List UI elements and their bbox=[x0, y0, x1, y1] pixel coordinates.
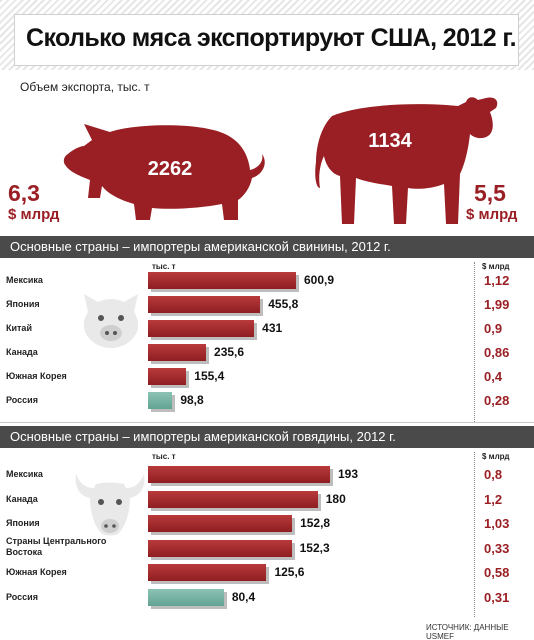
bar bbox=[148, 392, 173, 409]
usd-value-label: 0,9 bbox=[484, 321, 503, 336]
country-label: Канада bbox=[6, 493, 38, 504]
pig-head-icon bbox=[83, 294, 139, 348]
bar-value-label: 125,6 bbox=[274, 565, 305, 579]
pig-silhouette-icon bbox=[63, 124, 265, 220]
beef-money: 5,5 $ млрд bbox=[466, 180, 518, 223]
usd-value-label: 0,86 bbox=[484, 345, 510, 360]
section-separator bbox=[0, 422, 534, 423]
bar-value-label: 600,9 bbox=[304, 273, 335, 287]
cow-silhouette-icon bbox=[315, 97, 498, 224]
beef-col-tons: тыс. т bbox=[152, 452, 176, 461]
pork-volume-value: 2262 bbox=[147, 158, 193, 180]
title-box bbox=[14, 14, 519, 66]
bar-value-label: 152,8 bbox=[300, 516, 331, 530]
country-label: Южная Корея bbox=[6, 371, 67, 381]
bar-value-label: 431 bbox=[262, 321, 283, 335]
usd-value-label: 1,12 bbox=[484, 273, 510, 288]
pork-divider bbox=[474, 262, 475, 422]
beef-divider bbox=[474, 452, 475, 617]
country-label: Россия bbox=[6, 395, 38, 405]
bar bbox=[148, 564, 267, 581]
usd-value-label: 1,99 bbox=[484, 297, 510, 312]
usd-value-label: 0,8 bbox=[484, 467, 503, 482]
usd-value-label: 0,4 bbox=[484, 369, 503, 384]
bar-value-label: 235,6 bbox=[214, 345, 245, 359]
chart-title: Сколько мяса экспортируют США, 2012 г. bbox=[26, 24, 517, 52]
bar-value-label: 180 bbox=[325, 491, 346, 506]
pork-money: 6,3 $ млрд bbox=[8, 180, 60, 223]
country-label: Канада bbox=[6, 347, 38, 357]
bar bbox=[148, 466, 330, 483]
country-label: Россия bbox=[6, 591, 38, 602]
country-label: Южная Корея bbox=[6, 567, 67, 577]
pork-money-unit: $ млрд bbox=[8, 206, 60, 223]
pork-section-heading: Основные страны – импортеры американской… bbox=[0, 236, 534, 258]
country-label: Мексика bbox=[6, 275, 43, 285]
usd-value-label: 1,03 bbox=[484, 516, 510, 531]
pork-col-usd: $ млрд bbox=[482, 262, 510, 271]
bar-value-label: 80,4 bbox=[231, 589, 256, 604]
bar bbox=[148, 344, 207, 361]
bar-value-label: 155,4 bbox=[194, 369, 225, 383]
bar bbox=[148, 272, 296, 289]
usd-value-label: 1,2 bbox=[484, 491, 503, 507]
usd-value-label: 0,28 bbox=[484, 393, 510, 408]
cow-head-icon bbox=[75, 474, 145, 536]
country-label: Япония bbox=[6, 518, 40, 528]
bar bbox=[148, 296, 261, 313]
chart-subtitle: Объем экспорта, тыс. т bbox=[20, 80, 150, 94]
bar-value-label: 98,8 bbox=[180, 393, 204, 407]
beef-volume-value: 1134 bbox=[368, 130, 412, 152]
beef-money-value: 5,5 bbox=[474, 180, 506, 206]
bar bbox=[148, 320, 255, 337]
bar-value-label: 152,3 bbox=[299, 540, 330, 555]
country-label: Япония bbox=[6, 299, 40, 309]
usd-value-label: 0,33 bbox=[484, 540, 510, 556]
bar bbox=[148, 515, 293, 532]
country-label: Мексика bbox=[6, 469, 43, 479]
bar-value-label: 455,8 bbox=[268, 297, 299, 311]
source-note: ИСТОЧНИК: ДАННЫЕ USMEF bbox=[426, 623, 509, 640]
bar bbox=[148, 368, 187, 385]
beef-col-usd: $ млрд bbox=[482, 452, 510, 461]
bar bbox=[148, 490, 318, 508]
pork-money-value: 6,3 bbox=[8, 180, 40, 206]
beef-money-unit: $ млрд bbox=[466, 206, 518, 223]
bar bbox=[148, 539, 292, 557]
bar bbox=[148, 588, 224, 606]
bar-value-label: 193 bbox=[338, 467, 359, 481]
country-label: Китай bbox=[6, 323, 32, 333]
beef-section-heading: Основные страны – импортеры американской… bbox=[0, 426, 534, 448]
usd-value-label: 0,58 bbox=[484, 565, 510, 580]
pork-col-tons: тыс. т bbox=[152, 262, 176, 271]
country-label: Страны Центрального Востока bbox=[6, 535, 107, 557]
usd-value-label: 0,31 bbox=[484, 589, 510, 605]
